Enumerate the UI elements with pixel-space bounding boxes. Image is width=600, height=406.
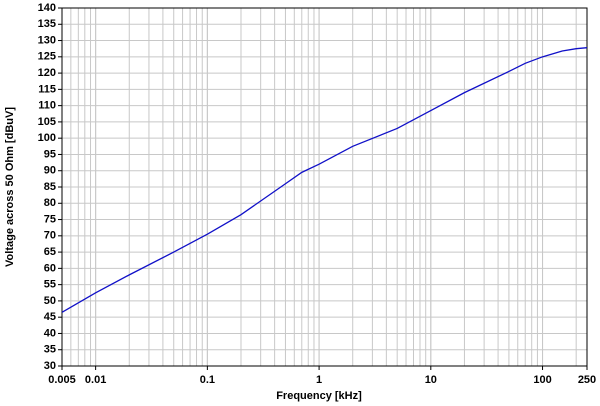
x-tick-label: 10 (425, 374, 437, 386)
y-tick-label: 115 (38, 83, 56, 95)
y-tick-label: 120 (38, 67, 56, 79)
y-tick-label: 60 (44, 262, 56, 274)
y-tick-label: 50 (44, 295, 56, 307)
data-line (61, 47, 588, 313)
y-tick-label: 80 (44, 197, 56, 209)
y-tick-label: 85 (44, 181, 56, 193)
x-tick-label: 0.01 (85, 374, 106, 386)
y-tick-label: 105 (38, 116, 56, 128)
y-tick-label: 135 (38, 18, 56, 30)
x-axis-label: Frequency [kHz] (276, 390, 362, 402)
y-tick-label: 30 (44, 360, 56, 372)
y-tick-label: 130 (38, 34, 56, 46)
y-tick-label: 70 (44, 230, 56, 242)
y-tick-label: 40 (44, 327, 56, 339)
x-tick-label: 100 (533, 374, 551, 386)
y-tick-label: 140 (38, 2, 56, 14)
plot-frame (61, 7, 588, 367)
y-tick-label: 110 (38, 100, 56, 112)
y-tick-label: 90 (44, 165, 56, 177)
y-axis-label: Voltage across 50 Ohm [dBuV] (4, 107, 16, 267)
y-tick-label: 125 (38, 51, 56, 63)
x-tick-label: 250 (578, 374, 596, 386)
x-tick-label: 0.005 (48, 374, 76, 386)
y-tick-label: 45 (44, 311, 56, 323)
y-tick-label: 65 (44, 246, 56, 258)
x-tick-label: 1 (316, 374, 322, 386)
y-tick-label: 55 (44, 279, 56, 291)
y-tick-label: 35 (44, 344, 56, 356)
y-tick-label: 95 (44, 148, 56, 160)
y-tick-label: 75 (44, 213, 56, 225)
y-tick-label: 100 (38, 132, 56, 144)
x-tick-label: 0.1 (200, 374, 215, 386)
